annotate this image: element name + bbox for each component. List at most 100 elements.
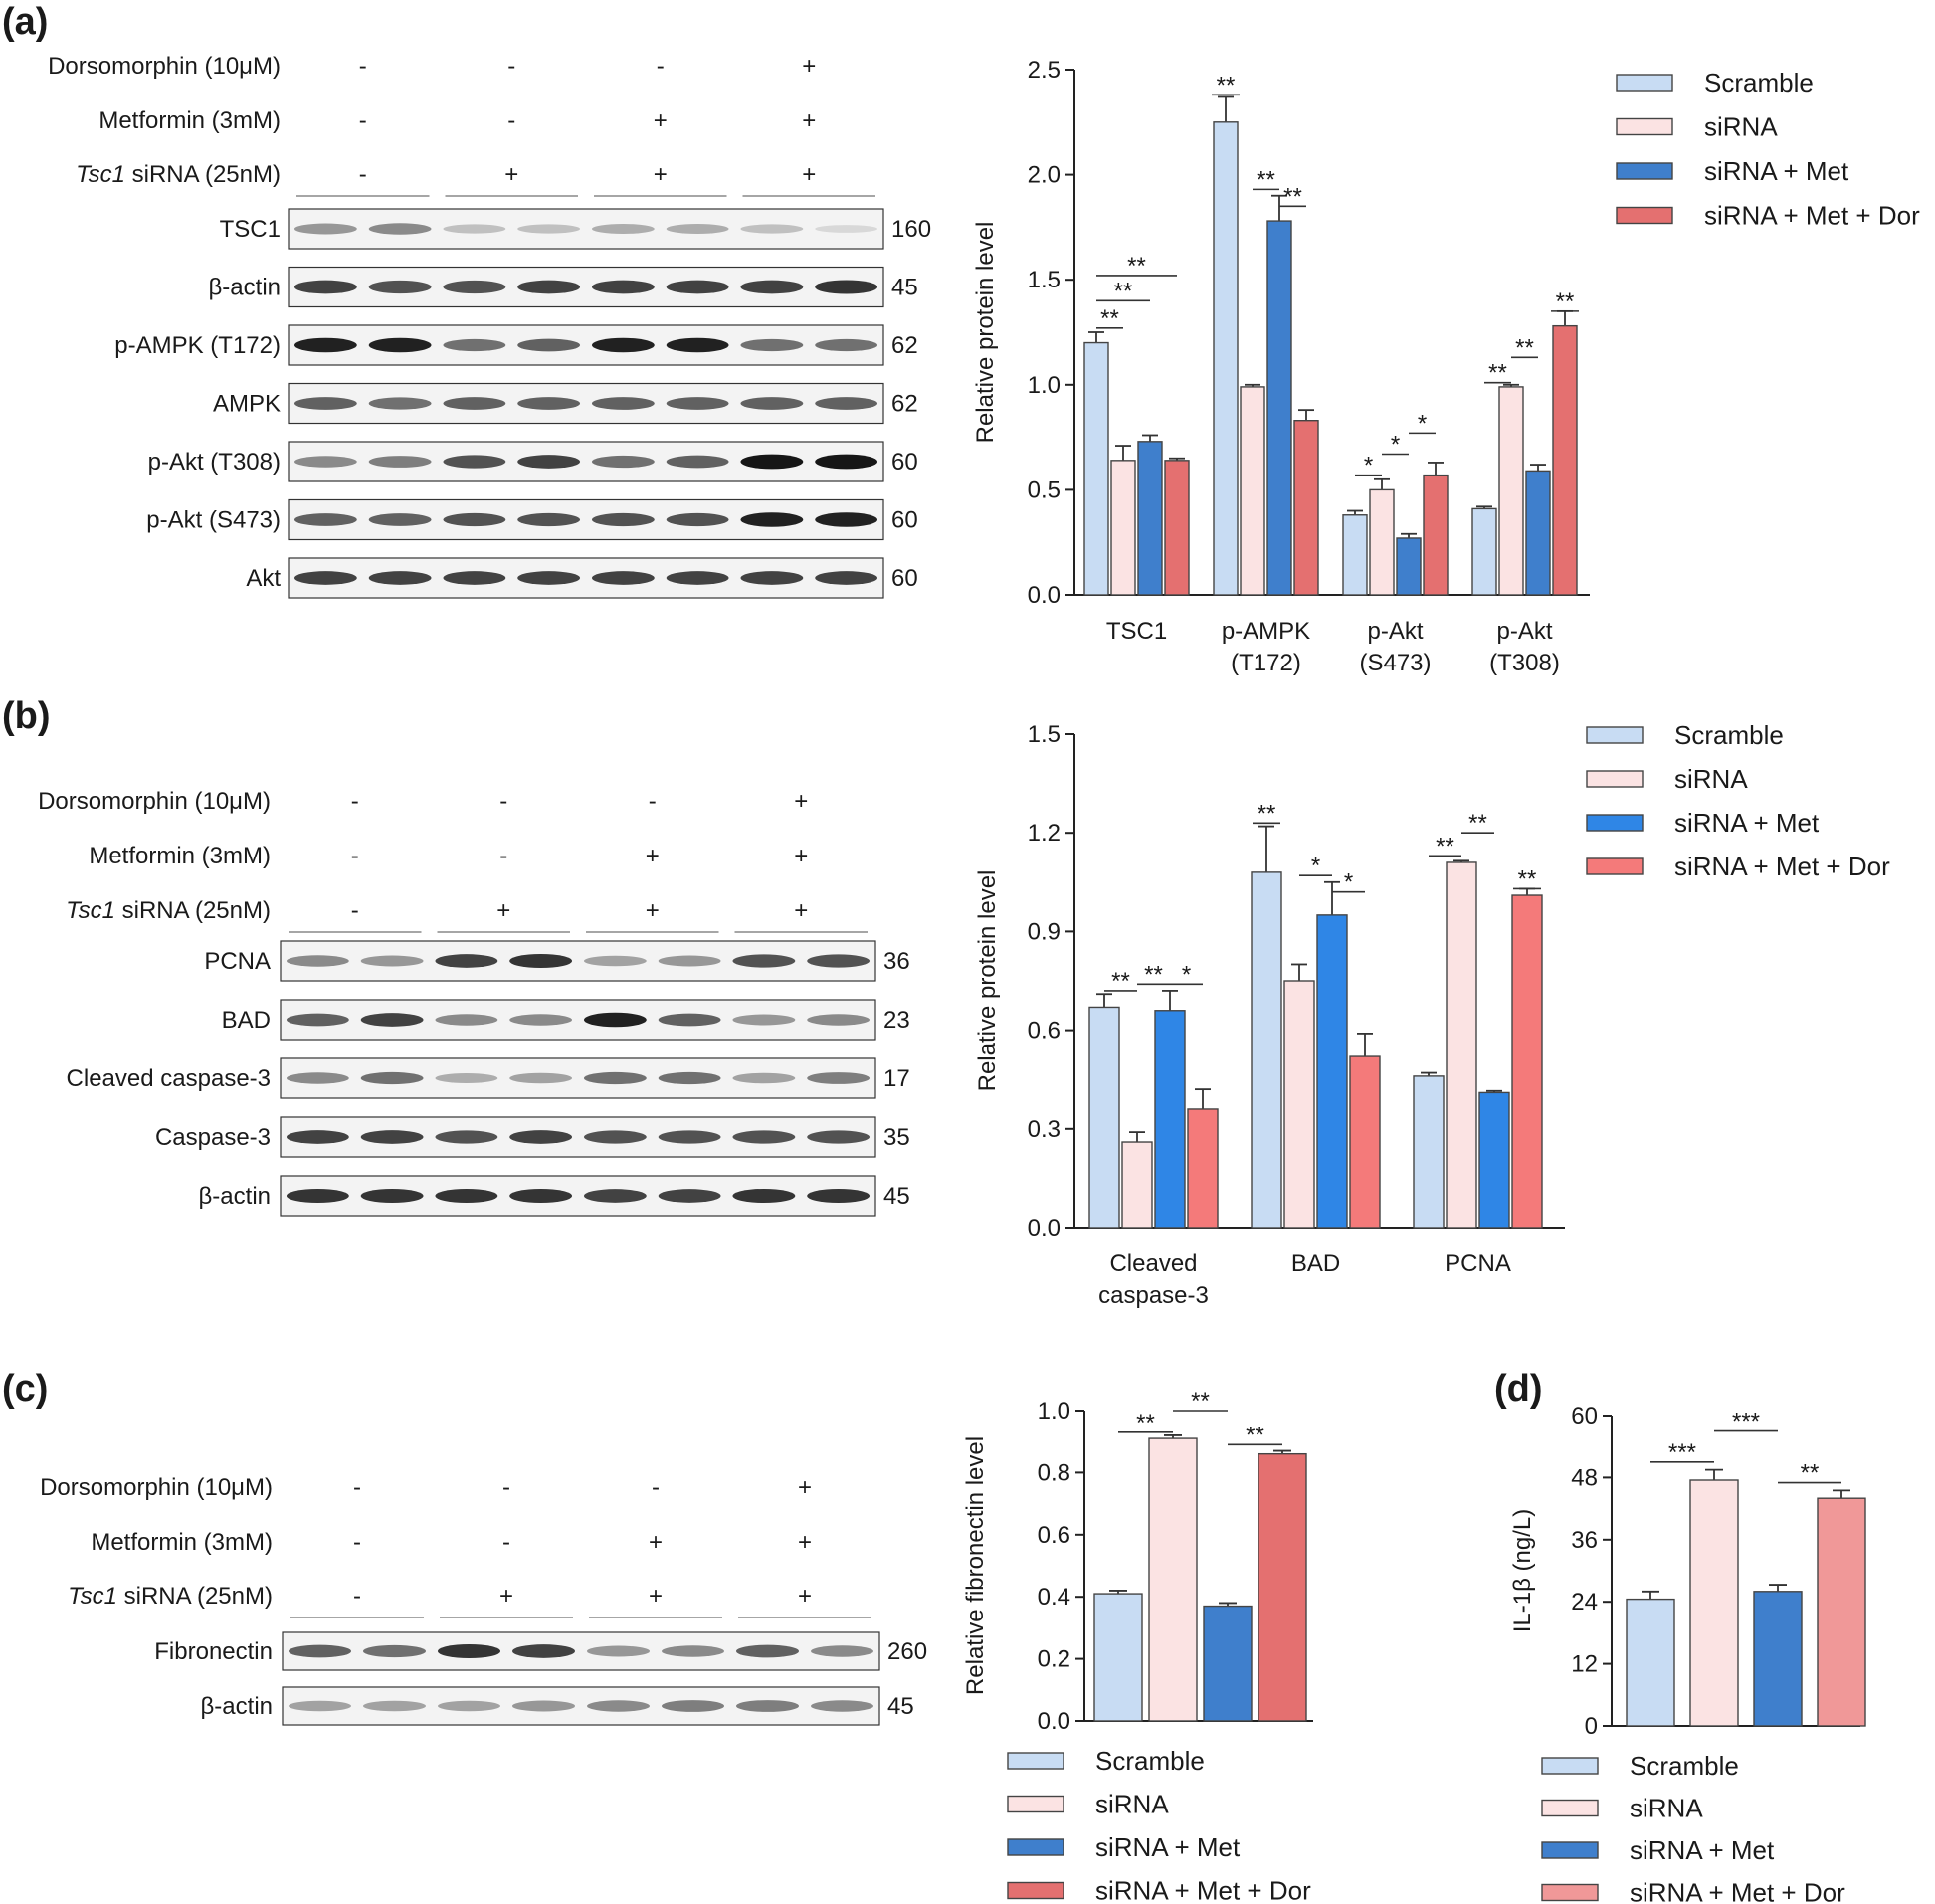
blot-band xyxy=(807,954,871,968)
blot-band xyxy=(815,280,878,294)
blot-band xyxy=(740,512,804,527)
blot-band xyxy=(517,512,581,527)
bar xyxy=(1258,1452,1307,1722)
blot-band xyxy=(293,337,357,353)
bar xyxy=(1293,420,1319,596)
treatment-sign: + xyxy=(794,788,808,815)
blot-band xyxy=(360,1013,424,1027)
panel-label-a: (a) xyxy=(2,1,48,43)
y-tick-label: 0.4 xyxy=(1038,1584,1070,1611)
legend-label: Scramble xyxy=(1630,1751,1739,1781)
treatment-label: Dorsomorphin (10μM) xyxy=(38,788,271,815)
significance-marker: ** xyxy=(1114,278,1133,304)
bar xyxy=(1266,220,1292,596)
x-tick-label: PCNA xyxy=(1445,1250,1511,1277)
blot-band xyxy=(435,1072,498,1084)
y-tick-label: 48 xyxy=(1571,1464,1598,1491)
blot-band xyxy=(815,338,878,352)
legend-swatch xyxy=(1616,74,1673,92)
treatment-sign: + xyxy=(649,1529,663,1556)
blot-band xyxy=(591,280,655,294)
treatment-label: Dorsomorphin (10μM) xyxy=(48,53,281,80)
significance-marker: ** xyxy=(1556,288,1575,315)
blot-band xyxy=(509,1014,573,1026)
y-tick-label: 2.5 xyxy=(1028,57,1061,84)
molecular-weight: 60 xyxy=(891,507,918,534)
molecular-weight: 62 xyxy=(891,332,918,359)
y-tick-label: 0.0 xyxy=(1028,1215,1061,1241)
legend-label: siRNA + Met xyxy=(1095,1832,1241,1862)
treatment-sign: + xyxy=(794,843,808,869)
legend-d: Scramble siRNA siRNA + Met siRNA + Met + Do… xyxy=(1541,1751,1845,1904)
treatment-label: Metformin (3mM) xyxy=(98,107,281,134)
blot-band xyxy=(732,1188,796,1204)
legend-label: siRNA xyxy=(1704,112,1778,142)
molecular-weight: 17 xyxy=(883,1065,910,1092)
blot-band xyxy=(443,397,506,410)
blot-band xyxy=(662,1645,724,1657)
treatment-sign: - xyxy=(502,1474,510,1501)
blot-band xyxy=(807,1130,871,1144)
blot-band xyxy=(811,1700,873,1712)
treatment-sign: - xyxy=(652,1474,660,1501)
significance-marker: * xyxy=(1344,869,1353,896)
bar xyxy=(1753,1591,1803,1727)
blot-band xyxy=(736,1700,799,1712)
x-tick-label: p-Akt xyxy=(1496,618,1552,645)
legend-swatch xyxy=(1541,1799,1599,1817)
blot-band xyxy=(658,1130,721,1144)
blot-band xyxy=(732,954,796,968)
bar xyxy=(1083,341,1109,596)
blot-band xyxy=(583,1130,647,1144)
legend-label: siRNA + Met xyxy=(1674,808,1820,838)
bar xyxy=(1187,1108,1219,1229)
blot-band xyxy=(732,1130,796,1144)
blot-band xyxy=(360,955,424,967)
y-axis-label: Relative protein level xyxy=(974,870,1001,1092)
blot-band xyxy=(443,571,506,585)
y-tick-label: 0.0 xyxy=(1028,582,1061,609)
blot-band xyxy=(587,1700,650,1712)
legend-swatch xyxy=(1586,770,1644,788)
blot-band xyxy=(666,512,729,527)
molecular-weight: 60 xyxy=(891,449,918,476)
bar xyxy=(1552,324,1578,596)
blot-band xyxy=(509,1130,573,1144)
bar xyxy=(1423,474,1449,596)
significance-marker: ** xyxy=(1283,183,1302,210)
western-blot-a: Dorsomorphin (10μM) - - - + Metformin (3mM) - -… xyxy=(48,53,931,599)
treatment-sign: - xyxy=(502,1529,510,1556)
legend-swatch xyxy=(1541,1757,1599,1775)
blot-band xyxy=(286,1130,349,1144)
treatment-sign: - xyxy=(353,1529,361,1556)
treatment-sign: - xyxy=(507,107,515,134)
treatment-sign: + xyxy=(798,1529,812,1556)
blot-band xyxy=(815,225,878,233)
x-tick-label: p-Akt xyxy=(1367,618,1423,645)
legend-swatch xyxy=(1007,1838,1064,1856)
blot-band xyxy=(435,1130,498,1144)
legend-swatch xyxy=(1007,1752,1064,1770)
blot-band xyxy=(740,454,804,470)
blot-band xyxy=(658,1071,721,1085)
bar xyxy=(1203,1605,1253,1722)
blot-band xyxy=(286,1188,349,1204)
blot-band xyxy=(368,456,432,468)
treatment-sign: - xyxy=(351,788,359,815)
bar xyxy=(1121,1141,1153,1229)
treatment-sign: + xyxy=(802,53,816,80)
bar xyxy=(1342,514,1368,596)
legend-label: siRNA + Met + Dor xyxy=(1674,852,1890,881)
treatment-sign: + xyxy=(798,1474,812,1501)
panel-label-c: (c) xyxy=(2,1368,48,1410)
y-tick-label: 1.2 xyxy=(1028,820,1061,847)
blot-band xyxy=(732,1072,796,1084)
treatment-sign: - xyxy=(351,843,359,869)
significance-marker: ** xyxy=(1258,800,1276,827)
blot-band xyxy=(732,1014,796,1026)
band-label: p-AMPK (T172) xyxy=(114,332,281,359)
blot-band xyxy=(368,223,432,235)
legend-label: Scramble xyxy=(1704,68,1814,97)
treatment-label: Dorsomorphin (10μM) xyxy=(40,1474,273,1501)
